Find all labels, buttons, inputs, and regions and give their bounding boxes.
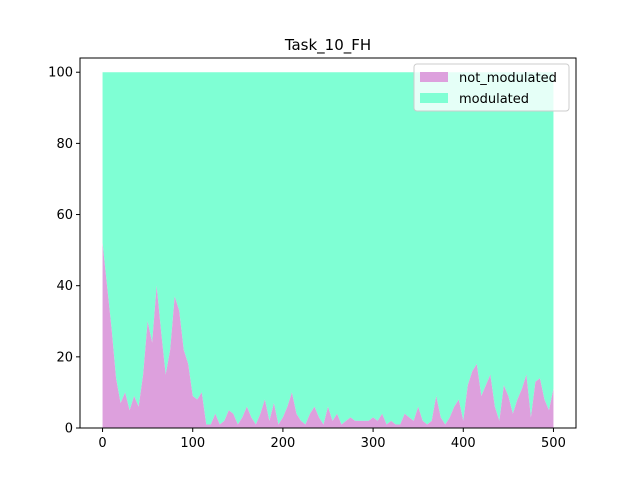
- x-tick-label: 300: [361, 436, 386, 451]
- legend-label-modulated: modulated: [459, 92, 529, 107]
- axes: 0 100 200 300 400 500 0 20 40 60 80 100: [48, 57, 577, 451]
- x-tick-label: 0: [98, 436, 106, 451]
- y-tick-label: 40: [56, 279, 73, 294]
- series-modulated-area: [102, 72, 554, 425]
- y-tick-label: 0: [65, 422, 73, 437]
- plot-frame: [79, 57, 577, 429]
- y-tick-label: 20: [56, 350, 73, 365]
- chart-title: Task_10_FH: [284, 36, 371, 55]
- legend-box: [413, 63, 570, 112]
- legend: not_modulated modulated: [413, 63, 570, 112]
- y-tick-label: 80: [56, 137, 73, 152]
- series-not-modulated-area: [102, 243, 554, 428]
- plot-area: [102, 72, 554, 428]
- x-tick-label: 500: [541, 436, 566, 451]
- legend-swatch-not-modulated: [420, 72, 448, 82]
- legend-label-not-modulated: not_modulated: [459, 71, 557, 86]
- x-tick-label: 100: [180, 436, 205, 451]
- y-tick-label: 60: [56, 208, 73, 223]
- legend-swatch-modulated: [420, 93, 448, 103]
- x-tick-label: 400: [451, 436, 476, 451]
- x-tick-label: 200: [270, 436, 295, 451]
- y-tick-label: 100: [48, 66, 73, 81]
